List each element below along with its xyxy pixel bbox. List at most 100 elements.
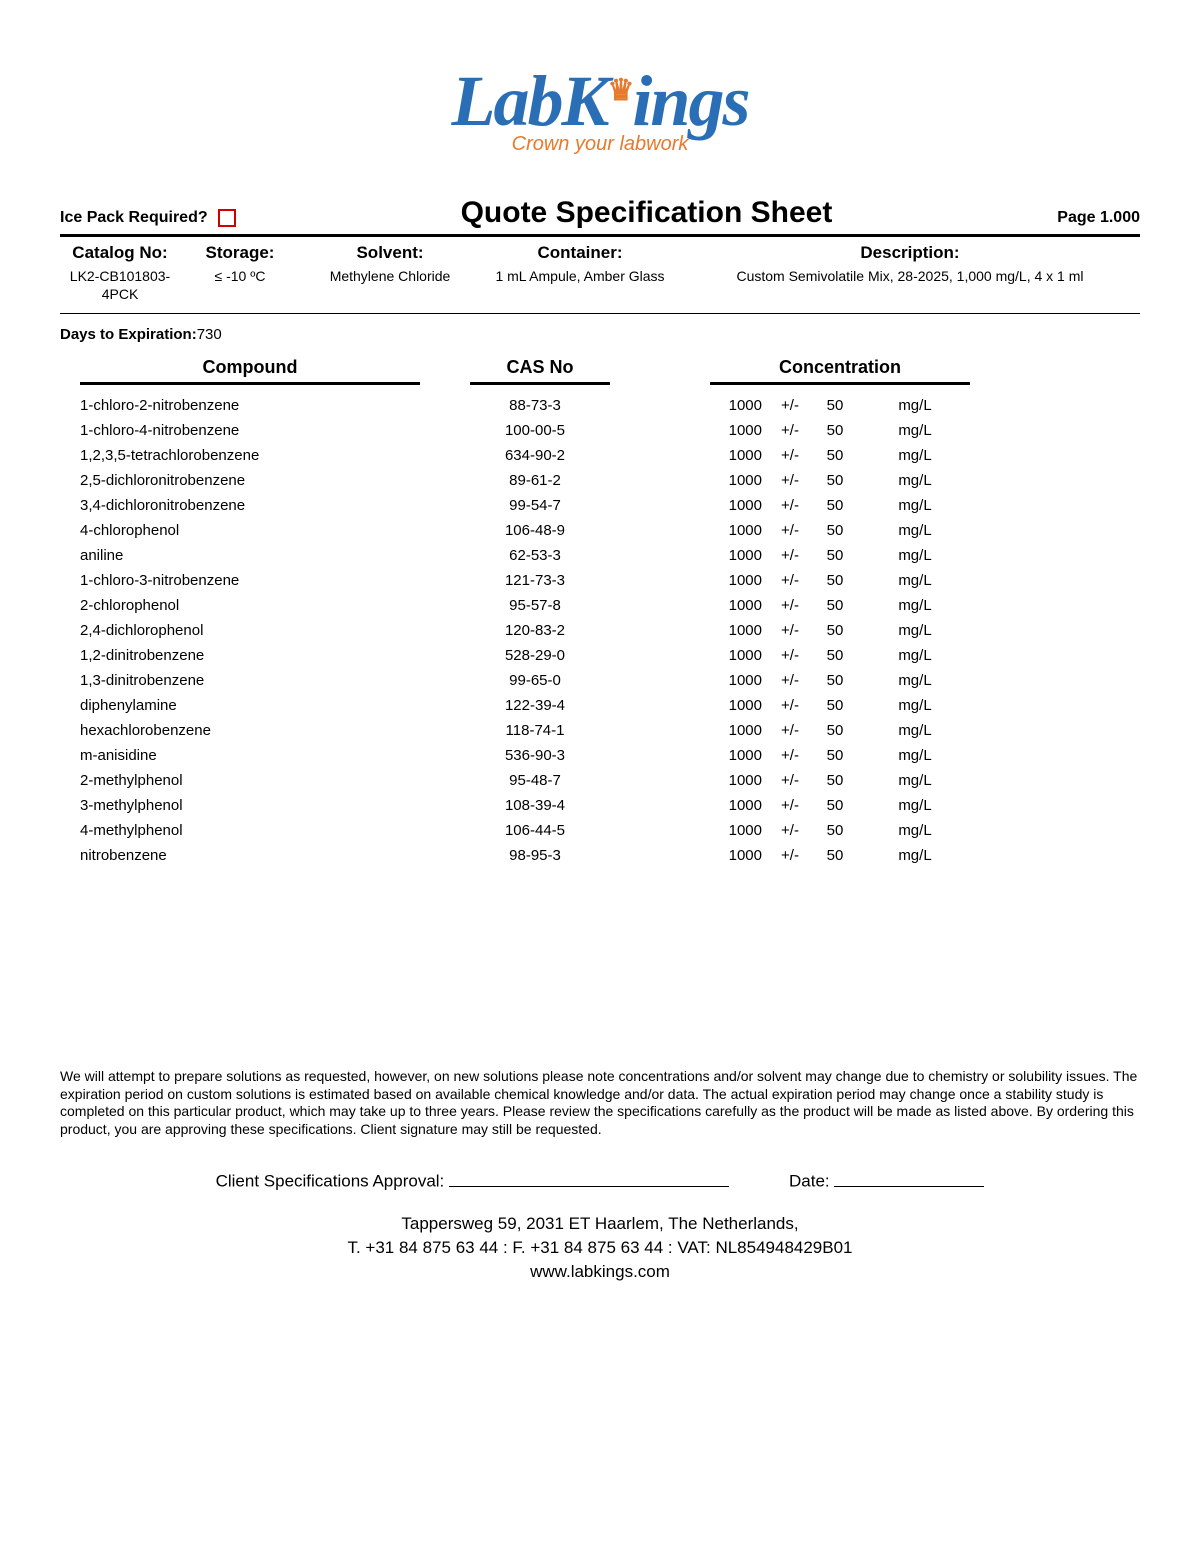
- table-header-row: Compound CAS No Concentration: [60, 353, 1140, 385]
- td-concentration: 1000+/-50mg/L: [610, 697, 1140, 714]
- catalog-value: LK2-CB101803-4PCK: [66, 267, 174, 303]
- td-concentration: 1000+/-50mg/L: [610, 472, 1140, 489]
- td-compound: 2-chlorophenol: [80, 597, 460, 614]
- info-catalog: Catalog No: LK2-CB101803-4PCK: [60, 243, 180, 303]
- td-compound: 1-chloro-2-nitrobenzene: [80, 397, 460, 414]
- table-row: 1,2,3,5-tetrachlorobenzene634-90-21000+/…: [80, 443, 1140, 468]
- info-description: Description: Custom Semivolatile Mix, 28…: [680, 243, 1140, 303]
- conc-tolerance: 50: [810, 847, 860, 864]
- td-compound: 1-chloro-3-nitrobenzene: [80, 572, 460, 589]
- td-cas: 528-29-0: [460, 647, 610, 664]
- solvent-value: Methylene Chloride: [306, 267, 474, 285]
- footer: Tappersweg 59, 2031 ET Haarlem, The Neth…: [60, 1212, 1140, 1283]
- catalog-label: Catalog No:: [66, 243, 174, 263]
- td-cas: 98-95-3: [460, 847, 610, 864]
- signature-row: Client Specifications Approval: Date:: [60, 1168, 1140, 1192]
- conc-tolerance: 50: [810, 547, 860, 564]
- conc-pm: +/-: [770, 847, 810, 864]
- td-concentration: 1000+/-50mg/L: [610, 822, 1140, 839]
- conc-value: 1000: [610, 697, 770, 714]
- conc-tolerance: 50: [810, 497, 860, 514]
- logo: LabK♛ings Crown your labwork: [60, 60, 1140, 156]
- table-row: 2-methylphenol95-48-71000+/-50mg/L: [80, 768, 1140, 793]
- conc-tolerance: 50: [810, 447, 860, 464]
- footer-address: Tappersweg 59, 2031 ET Haarlem, The Neth…: [60, 1212, 1140, 1236]
- conc-value: 1000: [610, 522, 770, 539]
- th-cas: CAS No: [470, 353, 610, 385]
- conc-pm: +/-: [770, 547, 810, 564]
- td-compound: diphenylamine: [80, 697, 460, 714]
- td-compound: m-anisidine: [80, 747, 460, 764]
- td-concentration: 1000+/-50mg/L: [610, 847, 1140, 864]
- conc-value: 1000: [610, 447, 770, 464]
- conc-value: 1000: [610, 672, 770, 689]
- td-compound: 1-chloro-4-nitrobenzene: [80, 422, 460, 439]
- conc-unit: mg/L: [860, 647, 940, 664]
- conc-tolerance: 50: [810, 522, 860, 539]
- description-label: Description:: [686, 243, 1134, 263]
- conc-pm: +/-: [770, 597, 810, 614]
- conc-tolerance: 50: [810, 397, 860, 414]
- expiration-value: 730: [197, 326, 222, 343]
- conc-pm: +/-: [770, 822, 810, 839]
- ice-pack-text: Ice Pack Required?: [60, 209, 208, 227]
- table-row: 3-methylphenol108-39-41000+/-50mg/L: [80, 793, 1140, 818]
- td-compound: 2-methylphenol: [80, 772, 460, 789]
- td-concentration: 1000+/-50mg/L: [610, 597, 1140, 614]
- td-cas: 118-74-1: [460, 722, 610, 739]
- td-concentration: 1000+/-50mg/L: [610, 647, 1140, 664]
- table-row: m-anisidine536-90-31000+/-50mg/L: [80, 743, 1140, 768]
- table-row: 1,2-dinitrobenzene528-29-01000+/-50mg/L: [80, 643, 1140, 668]
- conc-tolerance: 50: [810, 797, 860, 814]
- td-cas: 108-39-4: [460, 797, 610, 814]
- td-concentration: 1000+/-50mg/L: [610, 622, 1140, 639]
- td-compound: 4-chlorophenol: [80, 522, 460, 539]
- td-concentration: 1000+/-50mg/L: [610, 572, 1140, 589]
- td-cas: 99-65-0: [460, 672, 610, 689]
- crown-icon: ♛: [608, 74, 633, 107]
- td-concentration: 1000+/-50mg/L: [610, 672, 1140, 689]
- conc-unit: mg/L: [860, 822, 940, 839]
- td-concentration: 1000+/-50mg/L: [610, 797, 1140, 814]
- table-body: 1-chloro-2-nitrobenzene88-73-31000+/-50m…: [80, 393, 1140, 868]
- conc-pm: +/-: [770, 697, 810, 714]
- ice-pack-checkbox[interactable]: [218, 209, 236, 227]
- approval-line[interactable]: [449, 1168, 729, 1187]
- td-concentration: 1000+/-50mg/L: [610, 497, 1140, 514]
- conc-unit: mg/L: [860, 722, 940, 739]
- conc-unit: mg/L: [860, 497, 940, 514]
- conc-tolerance: 50: [810, 647, 860, 664]
- td-cas: 100-00-5: [460, 422, 610, 439]
- table-row: nitrobenzene98-95-31000+/-50mg/L: [80, 843, 1140, 868]
- table-row: 2,5-dichloronitrobenzene89-61-21000+/-50…: [80, 468, 1140, 493]
- table-row: 1,3-dinitrobenzene99-65-01000+/-50mg/L: [80, 668, 1140, 693]
- td-cas: 88-73-3: [460, 397, 610, 414]
- conc-unit: mg/L: [860, 397, 940, 414]
- conc-value: 1000: [610, 772, 770, 789]
- td-compound: hexachlorobenzene: [80, 722, 460, 739]
- disclaimer: We will attempt to prepare solutions as …: [60, 1068, 1140, 1138]
- conc-pm: +/-: [770, 647, 810, 664]
- conc-value: 1000: [610, 397, 770, 414]
- conc-pm: +/-: [770, 672, 810, 689]
- info-solvent: Solvent: Methylene Chloride: [300, 243, 480, 303]
- conc-unit: mg/L: [860, 847, 940, 864]
- td-cas: 120-83-2: [460, 622, 610, 639]
- conc-tolerance: 50: [810, 622, 860, 639]
- conc-pm: +/-: [770, 422, 810, 439]
- solvent-label: Solvent:: [306, 243, 474, 263]
- td-compound: 4-methylphenol: [80, 822, 460, 839]
- date-line[interactable]: [834, 1168, 984, 1187]
- conc-unit: mg/L: [860, 572, 940, 589]
- conc-tolerance: 50: [810, 822, 860, 839]
- conc-value: 1000: [610, 597, 770, 614]
- conc-value: 1000: [610, 747, 770, 764]
- info-row: Catalog No: LK2-CB101803-4PCK Storage: ≤…: [60, 243, 1140, 314]
- td-compound: 3,4-dichloronitrobenzene: [80, 497, 460, 514]
- conc-value: 1000: [610, 622, 770, 639]
- approval-label: Client Specifications Approval:: [216, 1172, 445, 1191]
- conc-tolerance: 50: [810, 597, 860, 614]
- td-concentration: 1000+/-50mg/L: [610, 422, 1140, 439]
- conc-pm: +/-: [770, 722, 810, 739]
- td-compound: 2,5-dichloronitrobenzene: [80, 472, 460, 489]
